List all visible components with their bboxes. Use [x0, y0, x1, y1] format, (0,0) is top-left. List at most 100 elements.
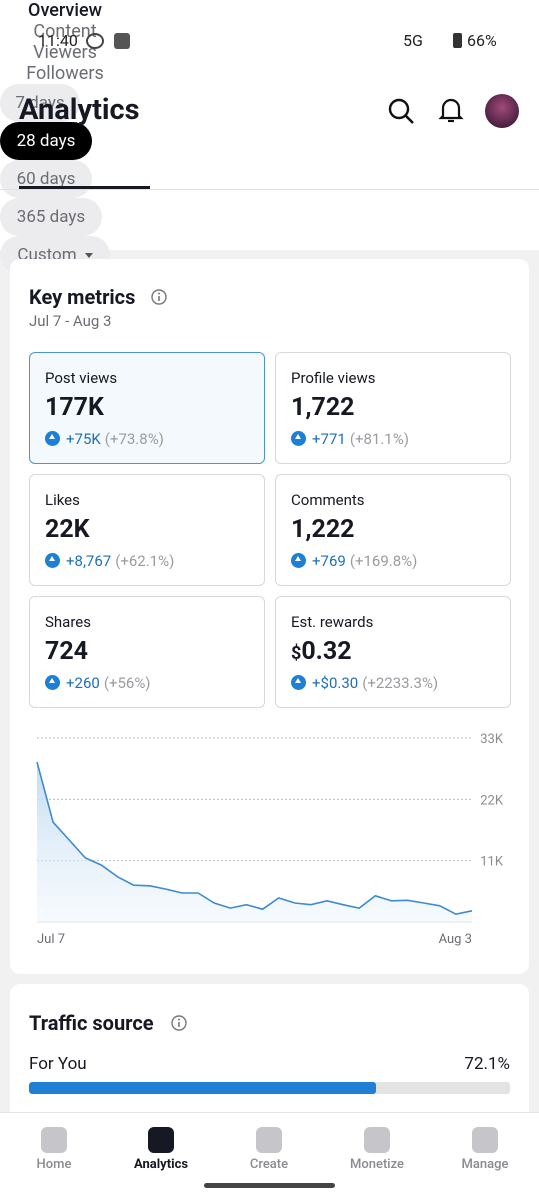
date-chip[interactable]: 60 days	[0, 160, 92, 198]
status-icon	[86, 33, 104, 49]
metric-change: +769 (+169.8%)	[291, 552, 417, 570]
source-name: For You	[29, 1054, 87, 1074]
home-indicator	[204, 1183, 335, 1188]
y-tick-label: 33K	[480, 732, 504, 747]
info-icon[interactable]	[170, 1014, 188, 1032]
metric-percent: (+73.8%)	[104, 430, 164, 448]
section-title: Traffic source	[29, 1011, 154, 1035]
metric-change: +$0.30 (+2233.3%)	[291, 674, 438, 692]
metric-percent: (+56%)	[103, 674, 151, 692]
nav-button[interactable]: Create	[219, 1113, 319, 1183]
nav-label: Analytics	[133, 1157, 189, 1172]
dropdown-arrow	[84, 253, 93, 259]
x-tick-label: Aug 3	[439, 932, 472, 947]
metric-delta: +$0.30	[312, 674, 359, 692]
metric-number: 1,222	[291, 515, 355, 544]
metric-value: 177K	[45, 393, 104, 422]
metric-label: Post views	[45, 369, 118, 387]
nav-icon	[472, 1127, 498, 1153]
metric-label: Likes	[45, 491, 80, 509]
tab[interactable]: Content	[33, 21, 97, 42]
metric-change: +8,767 (+62.1%)	[45, 552, 174, 570]
metric-percent: (+2233.3%)	[362, 674, 439, 692]
area	[37, 762, 472, 922]
metric-value: 724	[45, 637, 88, 666]
battery-icon	[453, 33, 462, 48]
y-tick-label: 11K	[480, 855, 504, 870]
divider	[0, 189, 539, 190]
up-icon	[291, 431, 306, 446]
metric-delta: +75K	[66, 430, 101, 448]
nav-button[interactable]: Monetize	[327, 1113, 427, 1183]
tab[interactable]: Viewers	[33, 42, 97, 63]
nav-label: Monetize	[350, 1157, 404, 1172]
bottom-nav: Home Analytics Create Monetize Manage	[0, 1112, 539, 1200]
nav-icon	[148, 1127, 174, 1153]
tab[interactable]: Overview	[28, 0, 102, 21]
metric-delta: +8,767	[66, 552, 112, 570]
section-title: Key metrics	[29, 285, 136, 309]
chip-label: 7 days	[15, 93, 65, 113]
up-icon	[291, 553, 306, 568]
metric-number: 177K	[45, 393, 104, 422]
metric-delta: +769	[312, 552, 346, 570]
chip-label: 365 days	[16, 207, 86, 227]
metric-card[interactable]: Likes 22K +8,767 (+62.1%)	[29, 474, 265, 586]
nav-icon	[256, 1127, 282, 1153]
metric-card[interactable]: Comments 1,222 +769 (+169.8%)	[275, 474, 511, 586]
search-button[interactable]	[386, 96, 416, 126]
post-views-chart: 11K 22K 33K Jul 7 Aug 3	[36, 732, 504, 947]
status-time: 11:40	[38, 31, 78, 50]
metric-value: 1,222	[291, 515, 355, 544]
nav-button[interactable]: Home	[4, 1113, 104, 1183]
y-tick-label: 22K	[480, 793, 504, 808]
metric-change: +75K (+73.8%)	[45, 430, 164, 448]
up-icon	[291, 675, 306, 690]
metric-value: 22K	[45, 515, 90, 544]
metric-number: 1,722	[291, 393, 355, 422]
up-icon	[45, 431, 60, 446]
top-area: 11:40 5G 66% Analytics Overview Content Vi…	[0, 0, 539, 274]
source-track	[29, 1082, 510, 1094]
key-metrics-card: Key metrics Jul 7 - Aug 3 Post views 177K…	[10, 259, 529, 974]
line	[36, 761, 473, 916]
nav-label: Home	[36, 1157, 72, 1172]
source-percent: 72.1%	[464, 1054, 510, 1074]
metric-change: +771 (+81.1%)	[291, 430, 409, 448]
metric-number: 724	[45, 637, 89, 666]
up-icon	[45, 675, 60, 690]
tab-indicator	[19, 186, 150, 189]
metric-percent: (+81.1%)	[349, 430, 409, 448]
metric-card[interactable]: Shares 724 +260 (+56%)	[29, 596, 265, 708]
nav-icon	[41, 1127, 67, 1153]
nav-button[interactable]: Manage	[435, 1113, 535, 1183]
nav-label: Manage	[461, 1157, 509, 1172]
metric-delta: +260	[66, 674, 100, 692]
metric-percent: (+62.1%)	[115, 552, 175, 570]
nav-label: Create	[249, 1157, 289, 1172]
metric-change: +260 (+56%)	[45, 674, 151, 692]
metric-card[interactable]: Profile views 1,722 +771 (+81.1%)	[275, 352, 511, 464]
status-icon	[114, 33, 130, 49]
avatar[interactable]	[485, 94, 519, 128]
nav-icon	[364, 1127, 390, 1153]
nav-button[interactable]: Analytics	[111, 1113, 211, 1183]
metric-label: Shares	[45, 613, 91, 631]
metric-label: Est. rewards	[291, 613, 374, 631]
metric-card[interactable]: Post views 177K +75K (+73.8%)	[29, 352, 265, 464]
date-chip[interactable]: 365 days	[0, 198, 102, 236]
tab[interactable]: Followers	[26, 63, 104, 84]
metric-value: $0.32	[291, 637, 352, 666]
date-chip[interactable]: 28 days	[0, 122, 92, 160]
metric-card[interactable]: Est. rewards $0.32 +$0.30 (+2233.3%)	[275, 596, 511, 708]
status-battery: 66%	[467, 31, 497, 50]
page-title: Analytics	[19, 93, 140, 127]
metric-value: 1,722	[291, 393, 355, 422]
date-range: Jul 7 - Aug 3	[29, 312, 112, 330]
info-icon[interactable]	[150, 288, 168, 306]
date-chip[interactable]: 7 days	[0, 84, 80, 122]
notifications-button[interactable]	[436, 95, 466, 125]
x-tick-label: Jul 7	[37, 932, 65, 947]
metric-percent: (+169.8%)	[349, 552, 418, 570]
